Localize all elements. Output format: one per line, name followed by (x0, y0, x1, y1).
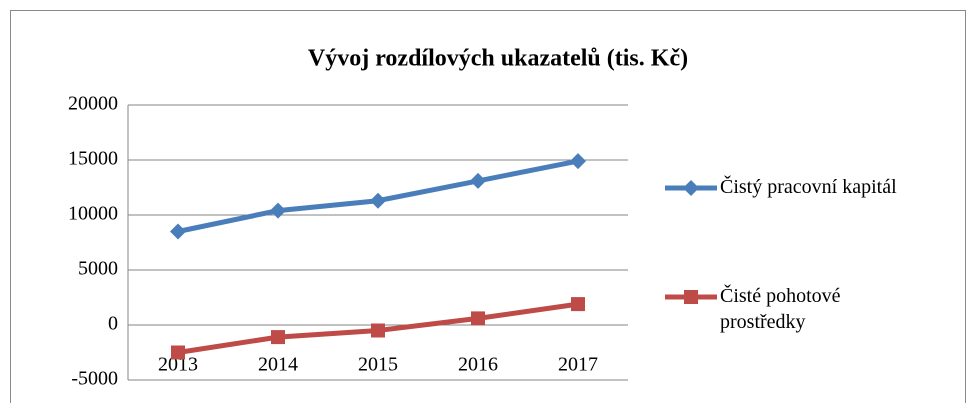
legend-marker (684, 290, 698, 304)
x-tick-label: 2017 (558, 354, 598, 376)
legend-marker (683, 180, 699, 196)
marker (271, 330, 285, 345)
marker (371, 323, 385, 338)
legend-entry: Čisté pohotové prostředky (720, 285, 841, 333)
y-tick-label: 15000 (68, 148, 118, 170)
y-tick-label: 20000 (68, 93, 118, 115)
y-tick-label: -5000 (71, 368, 118, 390)
legend-label: Čistý pracovní kapitál (720, 176, 897, 198)
y-tick-label: 0 (108, 313, 118, 335)
marker (471, 311, 485, 326)
y-tick-label: 10000 (68, 203, 118, 225)
x-tick-label: 2016 (458, 354, 498, 376)
legend-label: Čisté pohotové prostředky (720, 285, 841, 333)
marker (470, 172, 486, 189)
marker (171, 345, 185, 360)
y-tick-label: 5000 (78, 258, 118, 280)
marker (571, 297, 585, 312)
chart-frame (10, 10, 966, 403)
legend-entry: Čistý pracovní kapitál (720, 176, 897, 198)
marker (370, 192, 386, 209)
x-tick-label: 2014 (258, 354, 298, 376)
x-tick-label: 2013 (158, 354, 198, 376)
chart-title: Vývoj rozdílových ukazatelů (tis. Kč) (308, 46, 688, 72)
marker (170, 223, 186, 240)
x-tick-label: 2015 (358, 354, 398, 376)
marker (570, 153, 586, 170)
marker (270, 202, 286, 219)
